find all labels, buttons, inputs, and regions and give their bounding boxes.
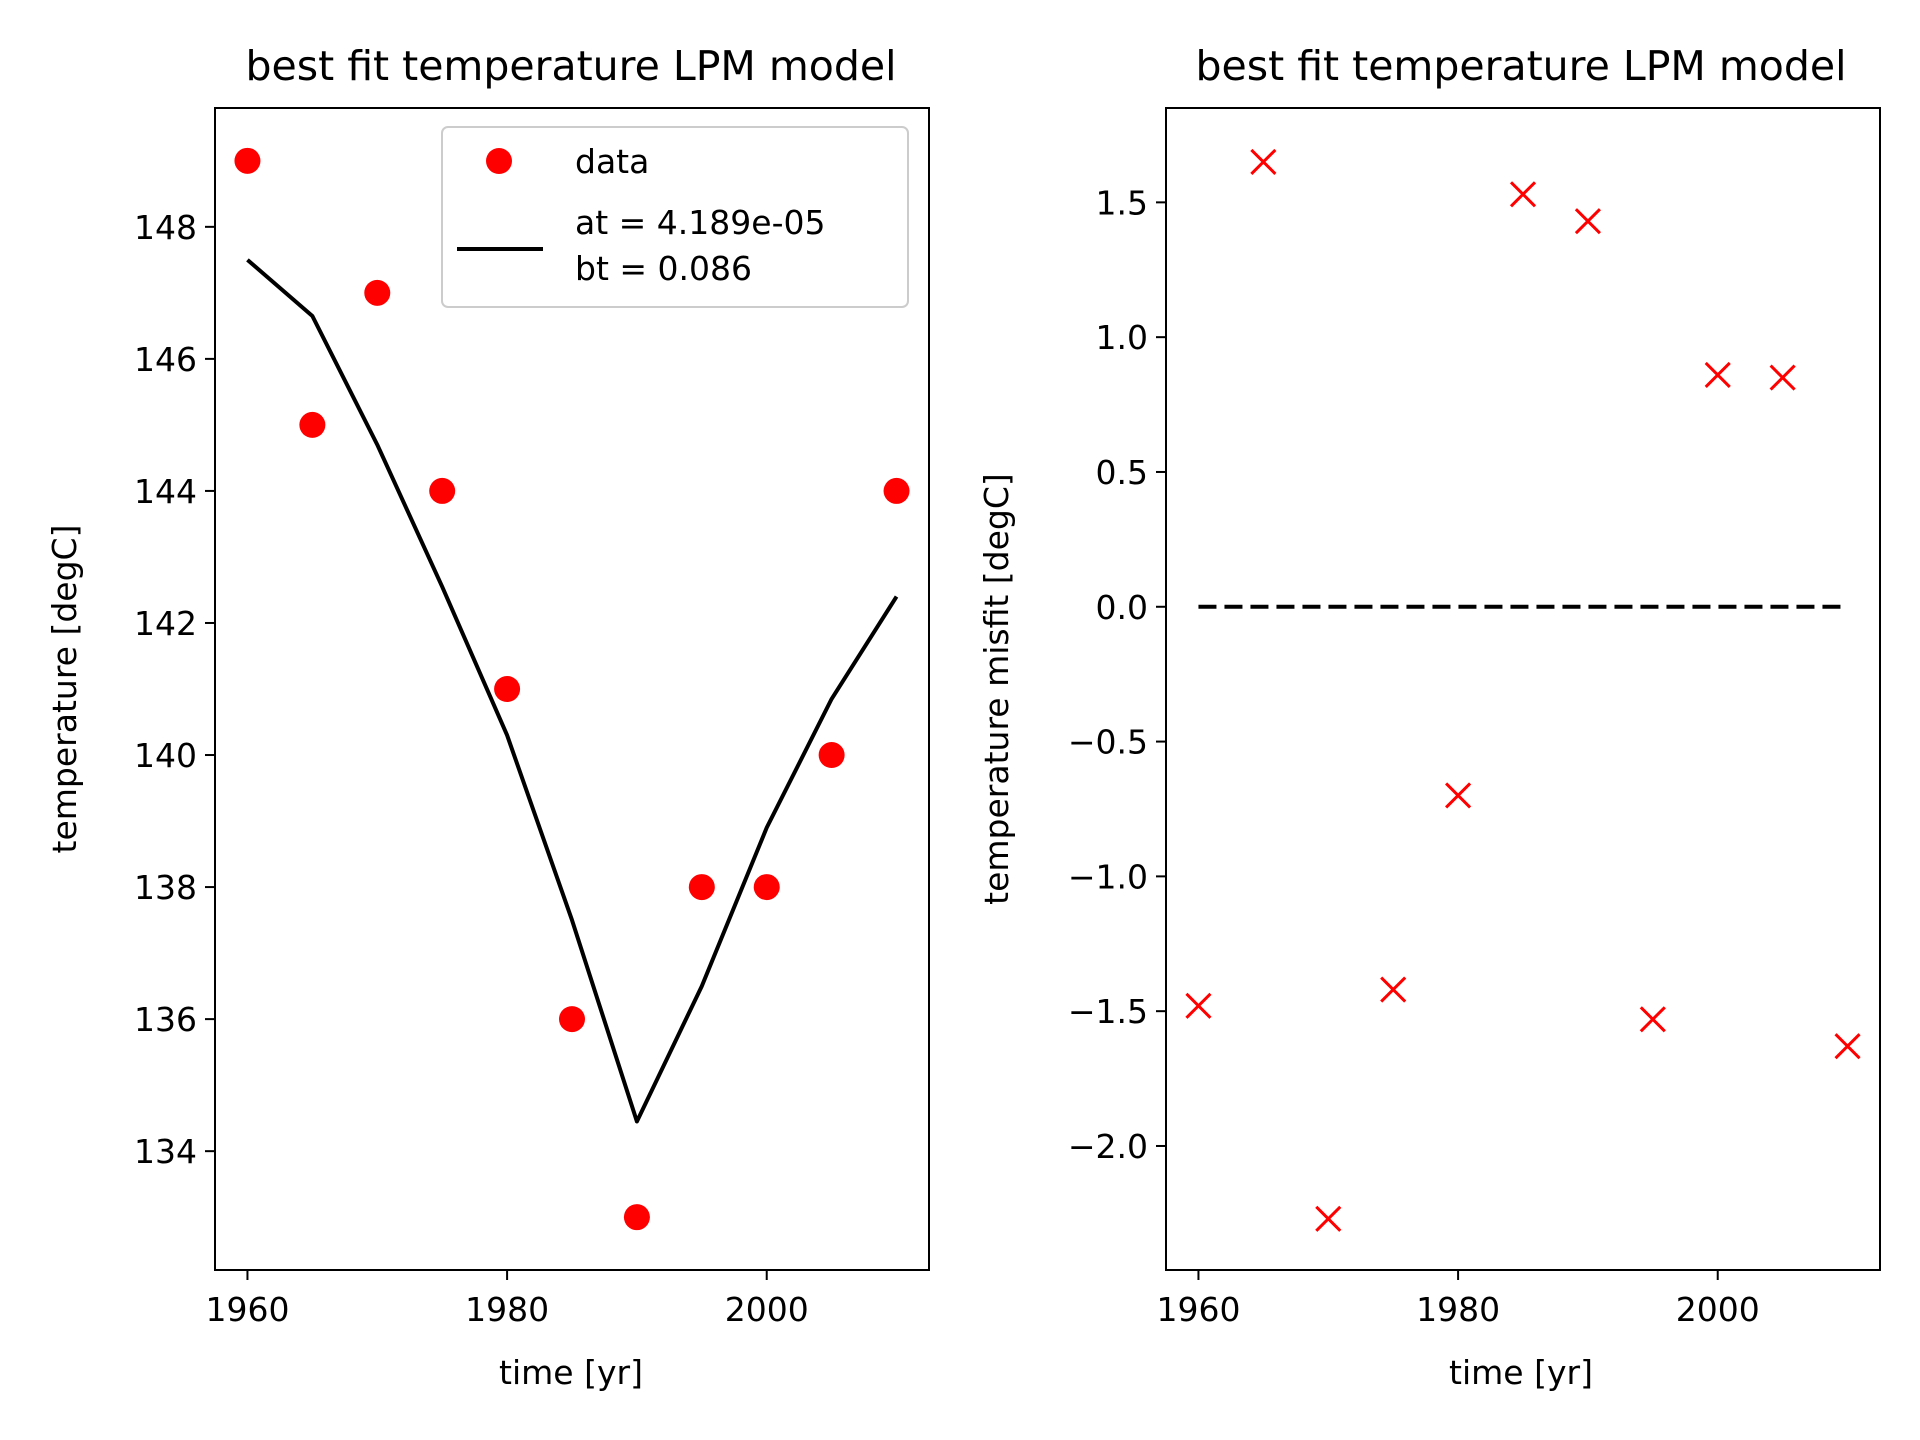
y-tick-label: 142 (134, 604, 197, 643)
y-tick-label: −1.0 (1068, 857, 1148, 896)
left-x-axis-ticks: 1960 1980 2000 (205, 1270, 809, 1329)
y-tick-label: 134 (134, 1132, 197, 1171)
y-tick-label: 1.5 (1096, 183, 1148, 222)
y-tick-label: −2.0 (1068, 1127, 1148, 1166)
legend-model-label-line2: bt = 0.086 (575, 249, 752, 288)
right-x-axis-label: time [yr] (1449, 1353, 1593, 1392)
misfit-point (1769, 364, 1796, 391)
data-point (429, 477, 456, 504)
right-axes-frame (1165, 107, 1881, 1271)
misfit-point (1834, 1033, 1861, 1060)
data-point (688, 874, 715, 901)
x-tick-label: 2000 (1676, 1290, 1760, 1329)
y-tick-label: −1.5 (1068, 992, 1148, 1031)
right-y-axis-ticks: −2.0 −1.5 −1.0 −0.5 0.0 0.5 1.0 1.5 (1068, 183, 1166, 1166)
y-tick-label: 138 (134, 868, 197, 907)
y-tick-label: 136 (134, 1000, 197, 1039)
y-tick-label: 148 (134, 208, 197, 247)
data-point (559, 1006, 585, 1033)
y-tick-label: 0.0 (1096, 588, 1148, 627)
right-chart-title: best fit temperature LPM model (1195, 42, 1846, 90)
legend-box (441, 126, 909, 308)
right-plot-area (1185, 148, 1861, 1232)
data-point (883, 477, 910, 504)
y-tick-label: 0.5 (1096, 453, 1148, 492)
misfit-point (1509, 181, 1537, 208)
misfit-point (1574, 208, 1601, 235)
x-tick-label: 1980 (1416, 1290, 1500, 1329)
misfit-point (1704, 361, 1731, 388)
left-chart-title: best fit temperature LPM model (245, 42, 896, 90)
legend-data-marker (486, 148, 512, 174)
left-x-axis-label: time [yr] (499, 1353, 643, 1392)
misfit-point (1315, 1205, 1342, 1232)
right-y-axis-label: temperature misfit [degC] (977, 473, 1016, 905)
right-x-axis-ticks: 1960 1980 2000 (1156, 1270, 1760, 1329)
misfit-point (1445, 782, 1472, 809)
y-tick-label: −0.5 (1068, 723, 1148, 762)
left-y-axis-label: temperature [degC] (45, 525, 84, 854)
data-point (299, 411, 326, 438)
y-tick-label: 140 (134, 736, 197, 775)
x-tick-label: 1960 (205, 1290, 289, 1329)
legend-model-label-line1: at = 4.189e-05 (575, 203, 825, 242)
y-tick-label: 144 (134, 472, 197, 511)
misfit-point (1380, 976, 1407, 1003)
y-tick-label: 146 (134, 340, 197, 379)
misfit-point (1250, 148, 1277, 175)
legend-data-label: data (575, 142, 649, 181)
left-y-axis-ticks: 134 136 138 140 142 144 146 148 (134, 208, 215, 1171)
left-plot-area (234, 147, 910, 1231)
model-series-line (246, 258, 899, 1124)
legend: data at = 4.189e-05 bt = 0.086 (441, 126, 909, 308)
left-axes-frame (214, 107, 930, 1271)
left-panel: best fit temperature LPM model 134 136 138… (45, 42, 930, 1392)
data-point (364, 279, 391, 306)
misfit-point (1185, 992, 1212, 1019)
x-tick-label: 2000 (725, 1290, 809, 1329)
data-point (234, 147, 261, 174)
y-tick-label: 1.0 (1096, 318, 1148, 357)
right-panel: best fit temperature LPM model −2.0−1.5−… (977, 42, 1881, 1392)
data-point (623, 1204, 650, 1231)
data-point (818, 742, 845, 769)
data-point (753, 874, 780, 901)
x-tick-label: 1980 (465, 1290, 549, 1329)
data-point (494, 676, 521, 702)
misfit-point (1639, 1006, 1666, 1033)
x-tick-label: 1960 (1156, 1290, 1240, 1329)
